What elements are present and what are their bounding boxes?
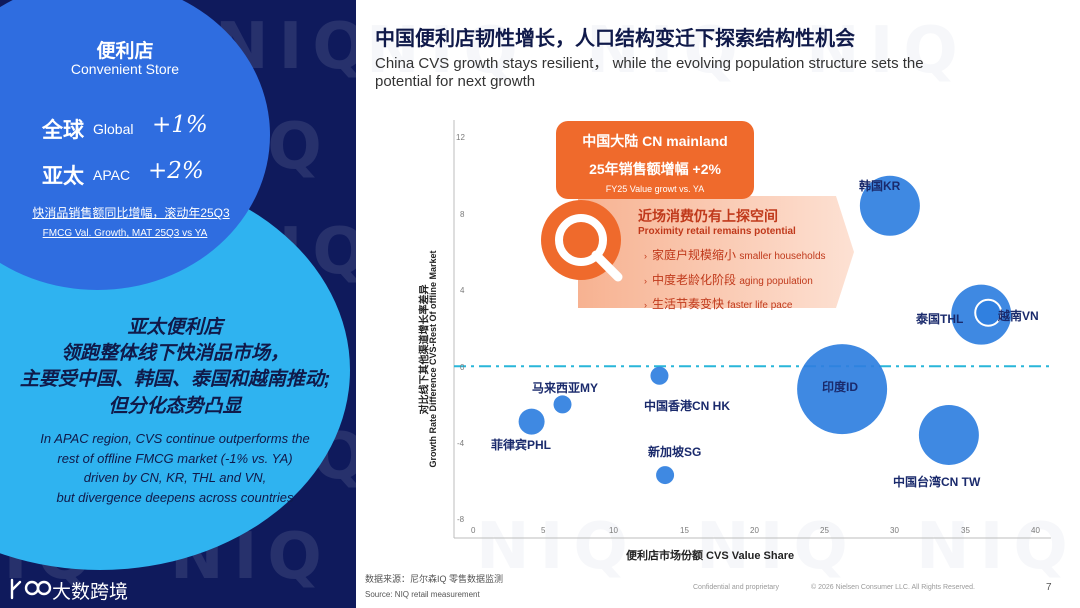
page-title: 中国便利店韧性增长，人口结构变迁下探索结构性机会 bbox=[375, 28, 855, 50]
y-tick-label: 8 bbox=[460, 210, 465, 219]
arrow-item: › 生活节奏变快 faster life pace bbox=[644, 297, 793, 311]
bubble-0 bbox=[859, 175, 920, 236]
x-tick-label: 30 bbox=[890, 526, 899, 535]
bubble-7 bbox=[518, 408, 545, 435]
left-panel: NIQ NIQ NIQ NIQ NIQ NIQ NIQ NIQ NIQ NIQ … bbox=[0, 0, 356, 608]
y-axis-title-line: Growth Rate Difference CVS-Rest Of offli… bbox=[428, 250, 438, 468]
logo-text: 大数跨境 bbox=[52, 582, 129, 603]
y-tick-label: -8 bbox=[457, 515, 465, 524]
bubble-5 bbox=[650, 366, 669, 385]
body-line: In APAC region, CVS continue outperforms… bbox=[40, 431, 310, 446]
source-cn: 数据来源：尼尔森IQ 零售数据监测 bbox=[365, 574, 504, 584]
arrow-title-cn: 近场消费仍有上探空间 bbox=[638, 208, 778, 224]
x-tick-label: 5 bbox=[541, 526, 546, 535]
niq-tail-icon bbox=[591, 250, 623, 282]
bubble-8 bbox=[656, 466, 675, 485]
watermark-text: NIQ bbox=[806, 14, 968, 88]
headline-line: 主要受中国、韩国、泰国和越南推动; bbox=[19, 369, 331, 390]
niq-ring-icon bbox=[555, 214, 607, 266]
page-subtitle-line: China CVS growth stays resilient， while … bbox=[375, 55, 924, 72]
arrow-item: › 家庭户规模缩小 smaller households bbox=[644, 248, 826, 262]
body-line: rest of offline FMCG market (-1% vs. YA) bbox=[57, 451, 293, 466]
growth-note-en: FMCG Val. Growth, MAT 25Q3 vs YA bbox=[42, 228, 208, 239]
y-tick-label: 0 bbox=[460, 363, 465, 372]
bubble-3 bbox=[797, 344, 888, 435]
body-line: driven by CN, KR, THL and VN, bbox=[83, 470, 267, 485]
bubble-label-kr: 韩国KR bbox=[859, 179, 901, 193]
x-tick-label: 10 bbox=[609, 526, 618, 535]
cn-mainland-callout-box bbox=[556, 121, 754, 199]
arrow-title-en: Proximity retail remains potential bbox=[638, 226, 796, 237]
page-number: 7 bbox=[1046, 582, 1052, 593]
bubble-4 bbox=[918, 404, 979, 465]
apac-cn-label: 亚太 bbox=[42, 165, 84, 188]
bubble-layer bbox=[518, 175, 1012, 485]
global-en-label: Global bbox=[93, 121, 134, 137]
body-line: but divergence deepens across countries bbox=[56, 490, 294, 505]
callout-value: 25年销售额增幅 +2% bbox=[589, 161, 721, 177]
watermark-text: NIQ bbox=[916, 510, 1078, 584]
x-tick-label: 25 bbox=[820, 526, 829, 535]
proximity-arrow-shape bbox=[578, 196, 854, 308]
right-panel: NIQ NIQ NIQ NIQ NIQ NIQ 中国便利店韧性增长，人口结构变迁… bbox=[356, 0, 1080, 608]
headline-line: 领跑整体线下快消品市场， bbox=[60, 343, 289, 364]
callout-title: 中国大陆 CN mainland bbox=[582, 133, 728, 149]
watermark-text: NIQ bbox=[696, 510, 858, 584]
global-value: +1% bbox=[152, 112, 208, 138]
headline-line: 但分化态势凸显 bbox=[108, 396, 242, 417]
global-cn-label: 全球 bbox=[42, 119, 84, 142]
y-tick-label: 4 bbox=[460, 286, 465, 295]
bubble-label-vn: 越南VN bbox=[998, 309, 1039, 323]
bubble-label-hk: 中国香港CN HK bbox=[644, 399, 730, 413]
bubble-2 bbox=[974, 298, 1003, 327]
growth-note-cn: 快消品销售额同比增幅，滚动年25Q3 bbox=[32, 206, 230, 220]
bubble-label-my: 马来西亚MY bbox=[532, 381, 599, 395]
bubble-label-sg: 新加坡SG bbox=[648, 445, 702, 459]
watermark-text: NIQ bbox=[586, 14, 748, 88]
apac-value: +2% bbox=[148, 158, 204, 184]
bubble-label-phl: 菲律宾PHL bbox=[491, 438, 552, 452]
headline-line: 亚太便利店 bbox=[127, 317, 223, 338]
x-tick-label: 0 bbox=[471, 526, 476, 535]
left-title-en: Convenient Store bbox=[70, 61, 180, 77]
page-subtitle-line: potential for next growth bbox=[375, 73, 536, 90]
x-tick-label: 15 bbox=[680, 526, 689, 535]
scatter-chart bbox=[453, 120, 1051, 539]
logo-mark-icon bbox=[10, 578, 52, 600]
y-tick-label: 12 bbox=[456, 133, 465, 142]
arrow-item: › 中度老龄化阶段 aging population bbox=[644, 273, 813, 287]
x-tick-label: 40 bbox=[1031, 526, 1040, 535]
y-tick-label: -4 bbox=[457, 439, 465, 448]
bubble-label-tw: 中国台湾CN TW bbox=[893, 475, 981, 489]
logo: 大数跨境 bbox=[8, 576, 158, 604]
bubble-label-thl: 泰国THL bbox=[916, 312, 964, 326]
watermark-text: NIQ bbox=[366, 14, 528, 88]
bubble-label-id: 印度ID bbox=[822, 380, 859, 394]
x-tick-label: 20 bbox=[750, 526, 759, 535]
footer-copyright: © 2026 Nielsen Consumer LLC. All Rights … bbox=[811, 584, 975, 591]
bubble-6 bbox=[553, 395, 572, 414]
footer-confidential: Confidential and proprietary bbox=[693, 584, 779, 591]
watermark-text: NIQ bbox=[476, 510, 638, 584]
callout-note: FY25 Value growt vs. YA bbox=[605, 184, 705, 194]
source-en: Source: NIQ retail measurement bbox=[365, 590, 480, 599]
x-tick-label: 35 bbox=[961, 526, 970, 535]
x-axis-title: 便利店市场份额 CVS Value Share bbox=[626, 550, 795, 562]
left-title-cn: 便利店 bbox=[96, 41, 154, 62]
apac-en-label: APAC bbox=[93, 167, 131, 183]
